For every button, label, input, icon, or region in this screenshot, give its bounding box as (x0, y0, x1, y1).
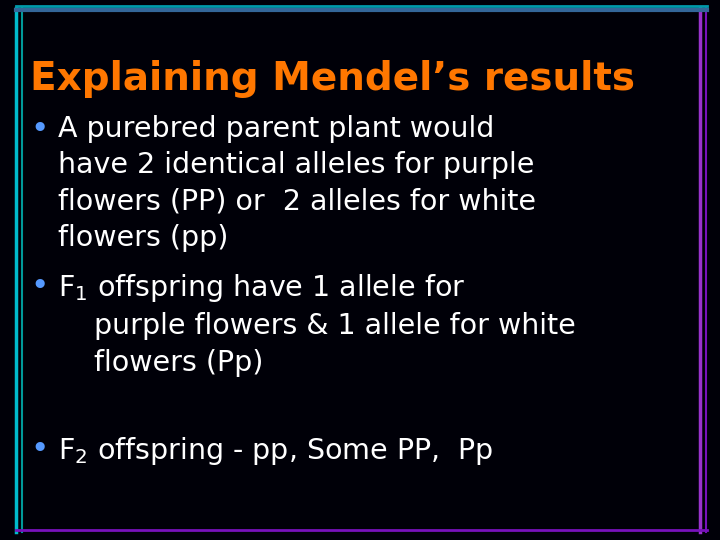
Text: •: • (30, 115, 48, 144)
Text: A purebred parent plant would
have 2 identical alleles for purple
flowers (PP) o: A purebred parent plant would have 2 ide… (58, 115, 536, 252)
Text: •: • (30, 272, 48, 301)
Text: •: • (30, 435, 48, 464)
Text: $\mathregular{F}_2$ offspring - pp, Some PP,  Pp: $\mathregular{F}_2$ offspring - pp, Some… (58, 435, 493, 467)
Text: $\mathregular{F}_1$ offspring have 1 allele for
    purple flowers & 1 allele fo: $\mathregular{F}_1$ offspring have 1 all… (58, 272, 576, 377)
Text: Explaining Mendel’s results: Explaining Mendel’s results (30, 60, 635, 98)
